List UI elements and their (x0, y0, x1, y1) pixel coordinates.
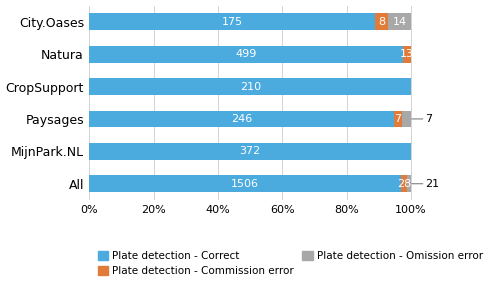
Text: 210: 210 (240, 81, 261, 91)
Text: 13: 13 (400, 49, 414, 59)
Bar (90, 78, 411, 95)
Text: 499: 499 (236, 49, 257, 59)
Bar (401, 175, 406, 192)
Text: 14: 14 (392, 17, 406, 27)
Text: 7: 7 (412, 114, 432, 124)
Bar (403, 46, 411, 63)
Legend: Plate detection - Correct, Plate detection - Commission error, Plate detection -: Plate detection - Correct, Plate detecti… (94, 248, 486, 279)
Bar (394, 111, 402, 127)
Bar (90, 111, 394, 127)
Bar (90, 175, 401, 192)
Text: 1506: 1506 (231, 179, 259, 189)
Text: 7: 7 (394, 114, 402, 124)
Text: 175: 175 (222, 17, 243, 27)
Text: 8: 8 (378, 17, 385, 27)
Text: 28: 28 (396, 179, 411, 189)
Bar (375, 13, 388, 30)
Bar (388, 13, 411, 30)
Text: 246: 246 (231, 114, 252, 124)
Bar (90, 143, 411, 160)
Bar (90, 13, 375, 30)
Bar (402, 111, 411, 127)
Text: 21: 21 (412, 179, 440, 189)
Bar (406, 175, 411, 192)
Text: 372: 372 (240, 146, 261, 156)
Bar (90, 46, 403, 63)
